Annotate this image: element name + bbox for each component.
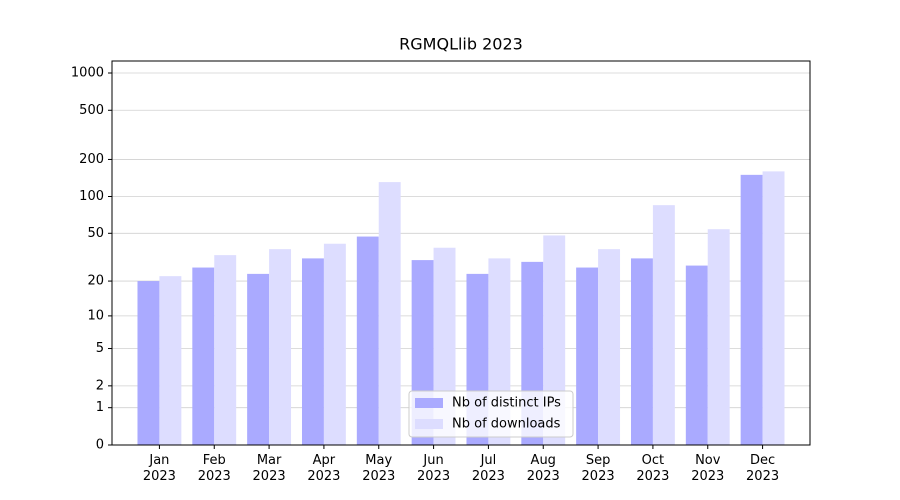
bar: [740, 174, 763, 445]
bar: [762, 171, 785, 445]
y-tick-label: 1: [96, 400, 104, 415]
x-tick-label: Sep 2023: [581, 453, 615, 484]
x-tick-label: Nov 2023: [691, 453, 725, 484]
bar: [323, 243, 346, 445]
x-tick-label: Aug 2023: [526, 453, 560, 484]
bar: [269, 249, 292, 445]
y-tick-label: 20: [87, 274, 104, 289]
bar: [652, 205, 675, 445]
x-tick-label: Jan 2023: [142, 453, 176, 484]
x-tick-label: Oct 2023: [636, 453, 670, 484]
bar: [192, 267, 215, 445]
bar: [247, 273, 270, 445]
bar: [707, 229, 730, 445]
legend-swatch: [415, 398, 443, 408]
x-tick-label: Jun 2023: [417, 453, 451, 484]
y-tick-label: 200: [79, 152, 104, 167]
x-tick-label: Feb 2023: [197, 453, 231, 484]
bar: [685, 265, 708, 445]
chart-title: RGMQLlib 2023: [399, 35, 523, 54]
bar: [137, 281, 160, 445]
y-tick-label: 0: [96, 438, 104, 453]
legend-label: Nb of distinct IPs: [452, 396, 561, 411]
legend-box: [408, 390, 574, 438]
x-tick-label: May 2023: [362, 453, 396, 484]
y-tick-label: 2: [96, 378, 104, 393]
x-tick-label: Dec 2023: [746, 453, 780, 484]
y-tick-label: 10: [87, 308, 104, 323]
legend: Nb of distinct IPs Nb of downloads: [408, 390, 574, 438]
y-tick-label: 500: [79, 103, 104, 118]
plot-frame: [111, 60, 811, 446]
x-tick-label: Apr 2023: [307, 453, 341, 484]
legend-label: Nb of downloads: [452, 417, 561, 432]
y-tick-label: 5: [96, 341, 104, 356]
bar: [356, 236, 379, 445]
y-tick-label: 50: [87, 226, 104, 241]
y-tick-label: 1000: [71, 66, 104, 81]
bar: [301, 258, 324, 445]
bar: [576, 267, 599, 445]
bar: [598, 249, 621, 445]
bar: [630, 258, 653, 445]
legend-swatch: [415, 419, 443, 429]
bar: [214, 255, 237, 445]
bar: [378, 182, 401, 445]
y-tick-label: 100: [79, 189, 104, 204]
bar: [159, 276, 182, 445]
x-tick-label: Mar 2023: [252, 453, 286, 484]
x-tick-label: Jul 2023: [471, 453, 505, 484]
